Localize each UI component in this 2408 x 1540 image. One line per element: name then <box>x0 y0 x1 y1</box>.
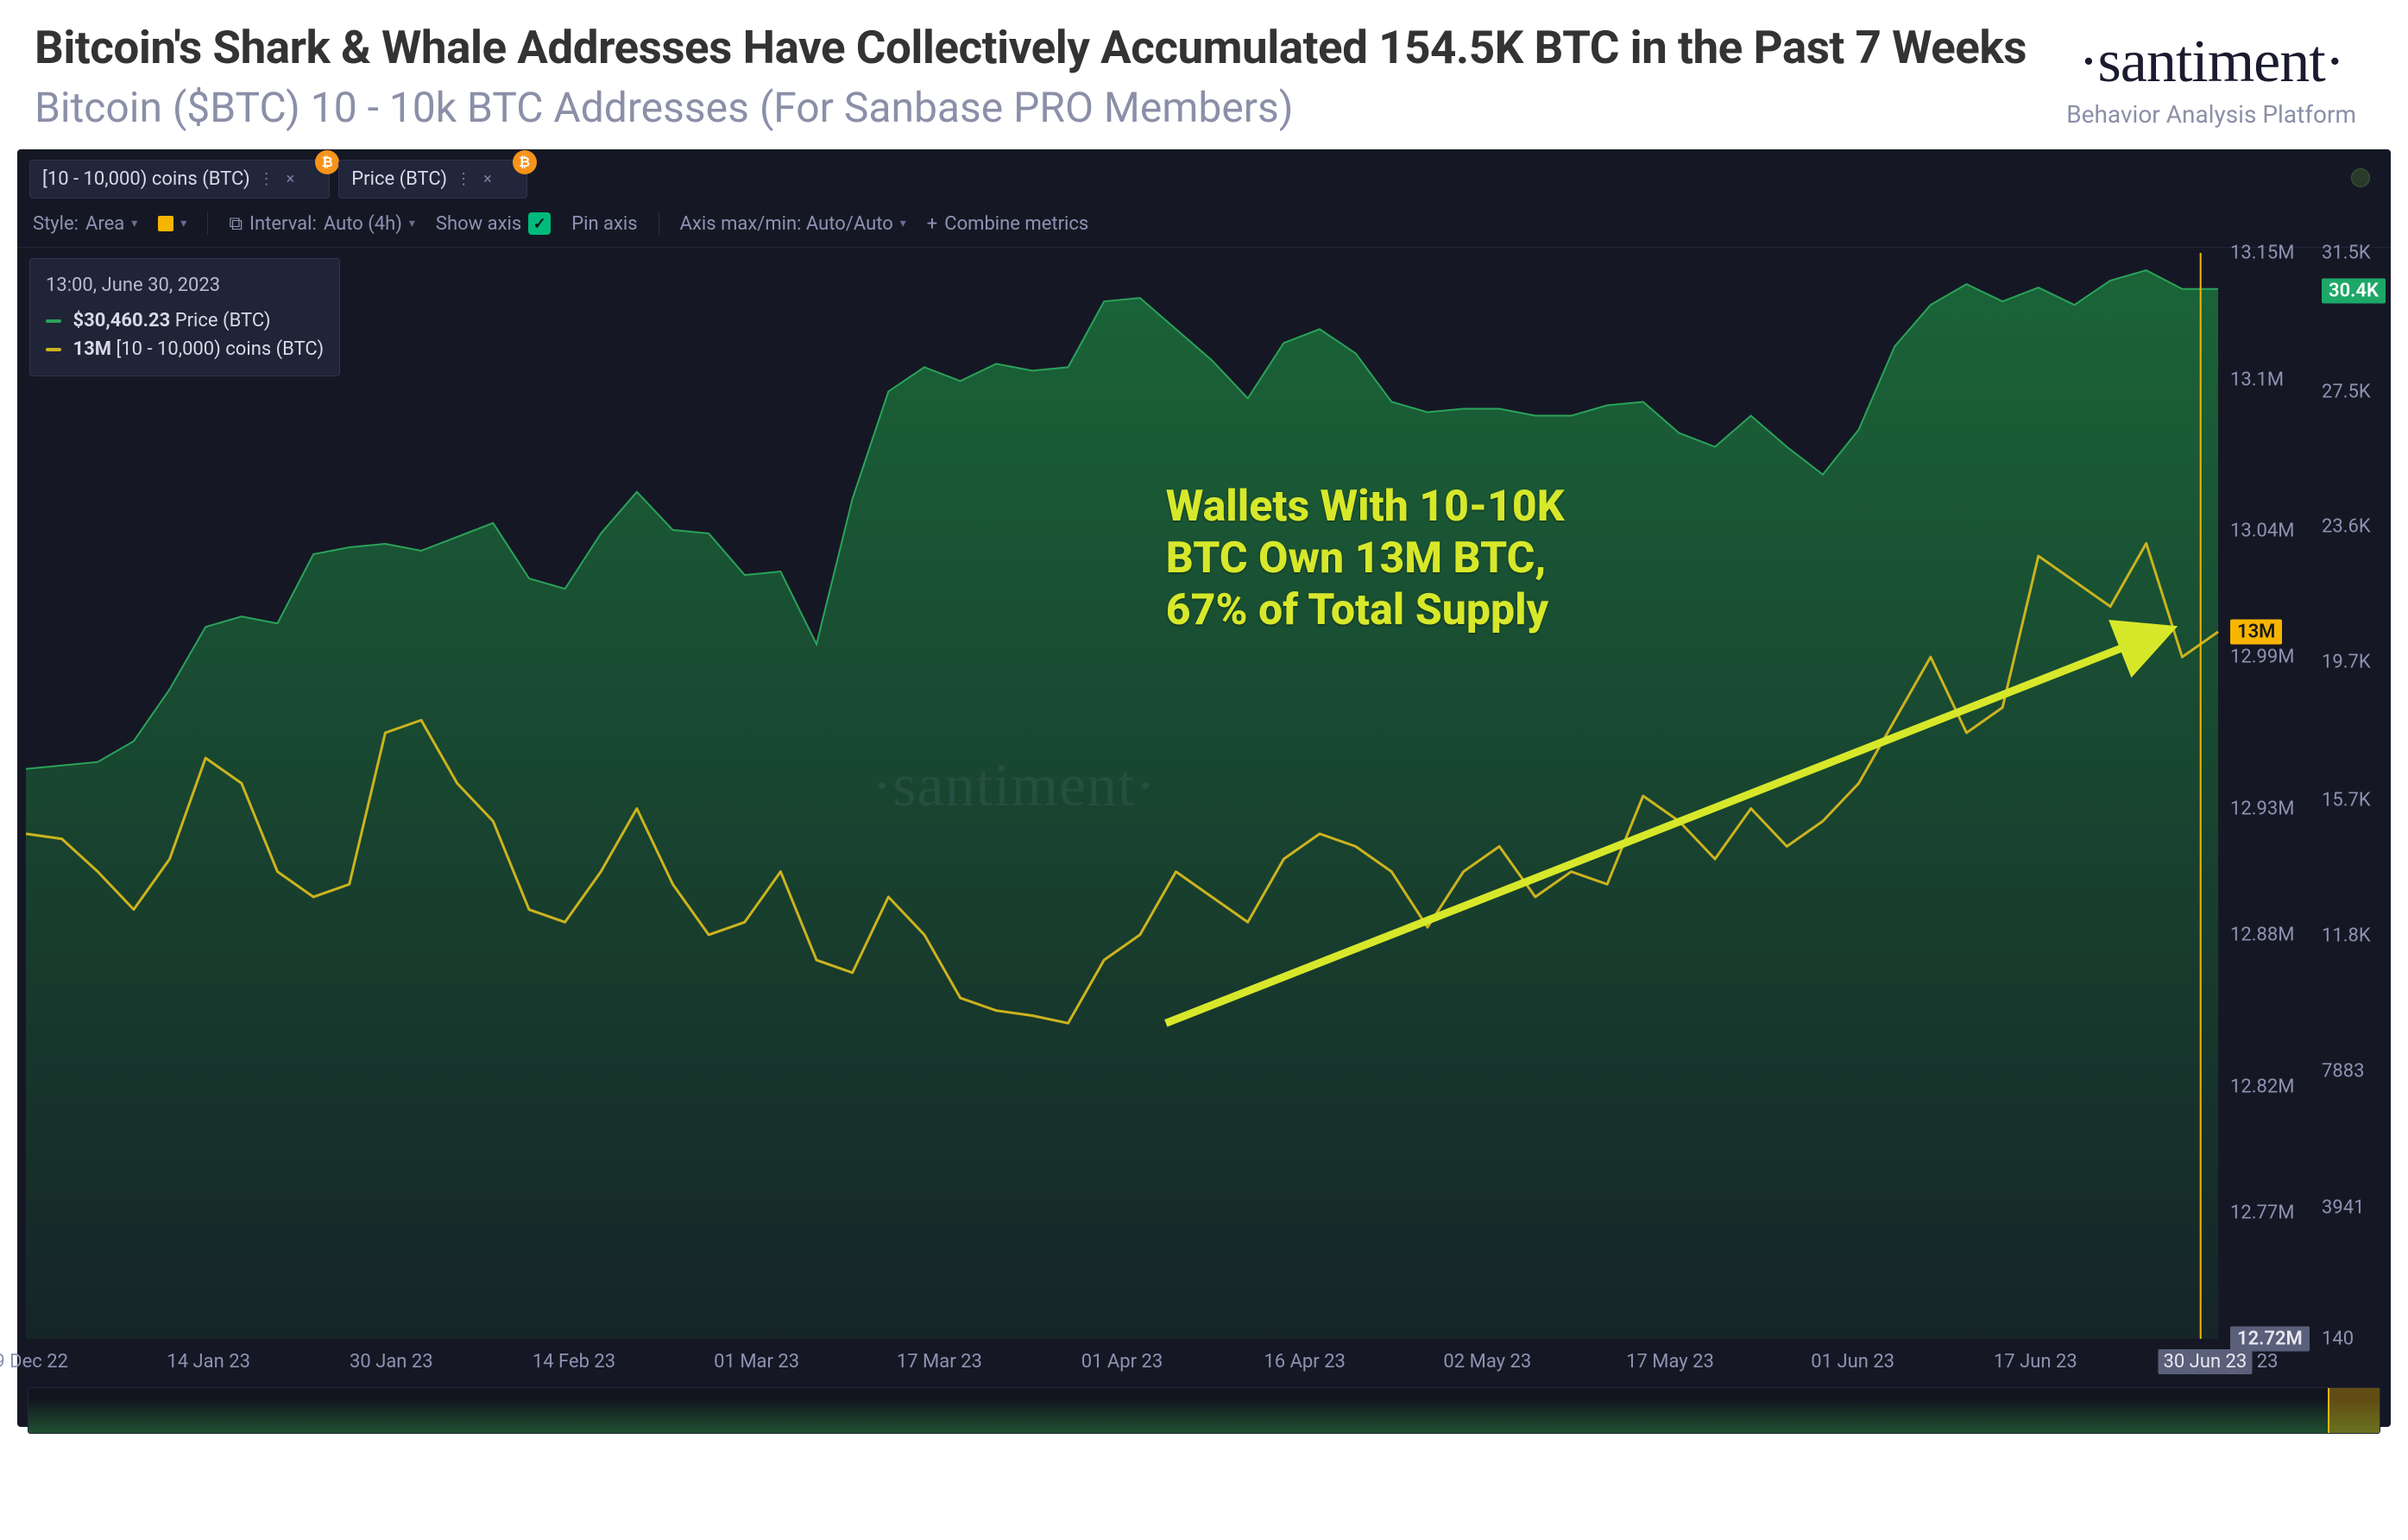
x-tick: 01 Apr 23 <box>1081 1351 1163 1373</box>
tooltip-holders-value: 13M <box>72 338 111 360</box>
tooltip-price-row: $30,460.23 Price (BTC) <box>46 306 324 335</box>
y-left-tick: 12.99M <box>2230 647 2294 668</box>
y-left-tick: 12.77M <box>2230 1202 2294 1223</box>
chevron-down-icon: ▾ <box>180 217 186 230</box>
x-tick: 30 Jun 23 23 <box>2159 1351 2279 1373</box>
chart-body[interactable]: ·santiment· 13:00, June 30, 2023 $30,460… <box>17 248 2391 1344</box>
toolbar-separator <box>207 212 208 235</box>
overview-scrubber[interactable] <box>28 1387 2380 1434</box>
annotation-line2: BTC Own 13M BTC, <box>1166 533 1565 584</box>
style-selector[interactable]: Style: Area ▾ <box>33 213 137 235</box>
x-tick: 01 Mar 23 <box>714 1351 799 1373</box>
x-tick: 17 Mar 23 <box>897 1351 982 1373</box>
hover-tooltip: 13:00, June 30, 2023 $30,460.23 Price (B… <box>29 258 340 376</box>
plus-icon: + <box>927 213 937 235</box>
btc-badge-icon: ₿ <box>315 150 339 174</box>
pin-axis-label: Pin axis <box>571 213 637 235</box>
kebab-icon[interactable]: ⋮ <box>456 170 471 188</box>
x-tick: 14 Jan 23 <box>167 1351 250 1373</box>
x-tick: 14 Feb 23 <box>533 1351 615 1373</box>
x-tick: 30 Jan 23 <box>350 1351 433 1373</box>
brand-logo: ·santiment· <box>2066 28 2356 97</box>
y-right-tick: 15.7K <box>2322 790 2371 811</box>
close-icon[interactable]: × <box>287 170 295 188</box>
chart-toolbar: Style: Area ▾ ▾ ⧉ Interval: Auto (4h) ▾ … <box>17 199 2391 248</box>
x-tick: 02 May 23 <box>1443 1351 1531 1373</box>
metric-tab-holders[interactable]: [10 - 10,000) coins (BTC) ⋮ × ₿ <box>29 160 330 199</box>
status-dot-icon[interactable] <box>2351 168 2370 187</box>
y-left-tick: 13.1M <box>2230 369 2284 390</box>
interval-label: Interval: <box>249 213 317 235</box>
interval-value: Auto (4h) <box>324 213 402 235</box>
interval-bars-icon: ⧉ <box>229 213 243 235</box>
show-axis-toggle[interactable]: Show axis ✓ <box>436 212 551 235</box>
legend-dash-price <box>46 319 61 323</box>
y-right-tick: 7883 <box>2322 1060 2364 1082</box>
style-label: Style: <box>33 213 79 235</box>
y-left-tick: 13.15M <box>2230 243 2294 264</box>
tooltip-holders-row: 13M [10 - 10,000) coins (BTC) <box>46 335 324 363</box>
swatch-icon <box>158 216 173 231</box>
y-right-tick: 11.8K <box>2322 925 2371 946</box>
y-right-tick: 19.7K <box>2322 651 2371 672</box>
color-swatch[interactable]: ▾ <box>158 216 186 231</box>
x-tick: 17 Jun 23 <box>1994 1351 2077 1373</box>
chevron-down-icon: ▾ <box>900 217 906 230</box>
x-tick: 16 Apr 23 <box>1264 1351 1346 1373</box>
y-right-tick: 31.5K <box>2322 243 2371 264</box>
x-tick: 17 May 23 <box>1626 1351 1714 1373</box>
tooltip-timestamp: 13:00, June 30, 2023 <box>46 271 324 300</box>
interval-selector[interactable]: ⧉ Interval: Auto (4h) ▾ <box>229 213 415 235</box>
axis-minmax-label: Axis max/min: Auto/Auto <box>680 213 893 235</box>
y-left-tick: 12.82M <box>2230 1076 2294 1097</box>
x-tick: 01 Jun 23 <box>1811 1351 1894 1373</box>
show-axis-label: Show axis <box>436 213 521 235</box>
metric-tabs-row: [10 - 10,000) coins (BTC) ⋮ × ₿ Price (B… <box>17 149 2391 199</box>
tooltip-price-value: $30,460.23 <box>72 310 170 331</box>
chart-svg <box>17 248 2391 1344</box>
tooltip-holders-label: [10 - 10,000) coins (BTC) <box>116 338 324 360</box>
combine-metrics-button[interactable]: + Combine metrics <box>927 213 1088 235</box>
header-text: Bitcoin's Shark & Whale Addresses Have C… <box>35 19 2066 132</box>
metric-tab-price-label: Price (BTC) <box>351 168 447 190</box>
annotation-line3: 67% of Total Supply <box>1166 584 1565 636</box>
kebab-icon[interactable]: ⋮ <box>259 170 274 188</box>
overview-handle-right[interactable] <box>2328 1388 2380 1433</box>
brand-tagline: Behavior Analysis Platform <box>2066 100 2356 129</box>
chevron-down-icon: ▾ <box>409 217 415 230</box>
y-left-tick: 12.88M <box>2230 925 2294 946</box>
legend-dash-holders <box>46 348 61 351</box>
annotation-line1: Wallets With 10-10K <box>1166 481 1565 533</box>
y-right-tick: 27.5K <box>2322 381 2371 402</box>
y-right-tick: 23.6K <box>2322 516 2371 538</box>
y-right-tick: 3941 <box>2322 1196 2364 1218</box>
checkbox-on-icon: ✓ <box>528 212 551 235</box>
page-header: Bitcoin's Shark & Whale Addresses Have C… <box>0 0 2408 139</box>
btc-badge-icon: ₿ <box>513 150 537 174</box>
metric-tab-holders-label: [10 - 10,000) coins (BTC) <box>42 168 250 190</box>
metric-tab-price[interactable]: Price (BTC) ⋮ × ₿ <box>338 160 526 199</box>
page-title: Bitcoin's Shark & Whale Addresses Have C… <box>35 19 2066 76</box>
combine-label: Combine metrics <box>944 213 1088 235</box>
style-value: Area <box>85 213 124 235</box>
y-left-tick: 13M <box>2230 620 2282 645</box>
x-axis: 29 Dec 2214 Jan 2330 Jan 2314 Feb 2301 M… <box>17 1344 2391 1379</box>
chart-annotation: Wallets With 10-10K BTC Own 13M BTC, 67%… <box>1166 481 1565 636</box>
x-tick: 29 Dec 22 <box>0 1351 68 1373</box>
axis-minmax-selector[interactable]: Axis max/min: Auto/Auto ▾ <box>680 213 906 235</box>
y-left-tick: 12.93M <box>2230 798 2294 819</box>
overview-area <box>28 1398 2380 1433</box>
chart-panel: [10 - 10,000) coins (BTC) ⋮ × ₿ Price (B… <box>17 149 2391 1427</box>
tooltip-price-label: Price (BTC) <box>175 310 271 331</box>
y-right-tick: 30.4K <box>2322 279 2386 304</box>
page-subtitle: Bitcoin ($BTC) 10 - 10k BTC Addresses (F… <box>35 83 2066 132</box>
brand-block: ·santiment· Behavior Analysis Platform <box>2066 19 2356 129</box>
close-icon[interactable]: × <box>483 170 492 188</box>
pin-axis-button[interactable]: Pin axis <box>571 213 637 235</box>
watermark-text: ·santiment· <box>872 752 1157 821</box>
y-left-tick: 13.04M <box>2230 521 2294 542</box>
chevron-down-icon: ▾ <box>131 217 137 230</box>
